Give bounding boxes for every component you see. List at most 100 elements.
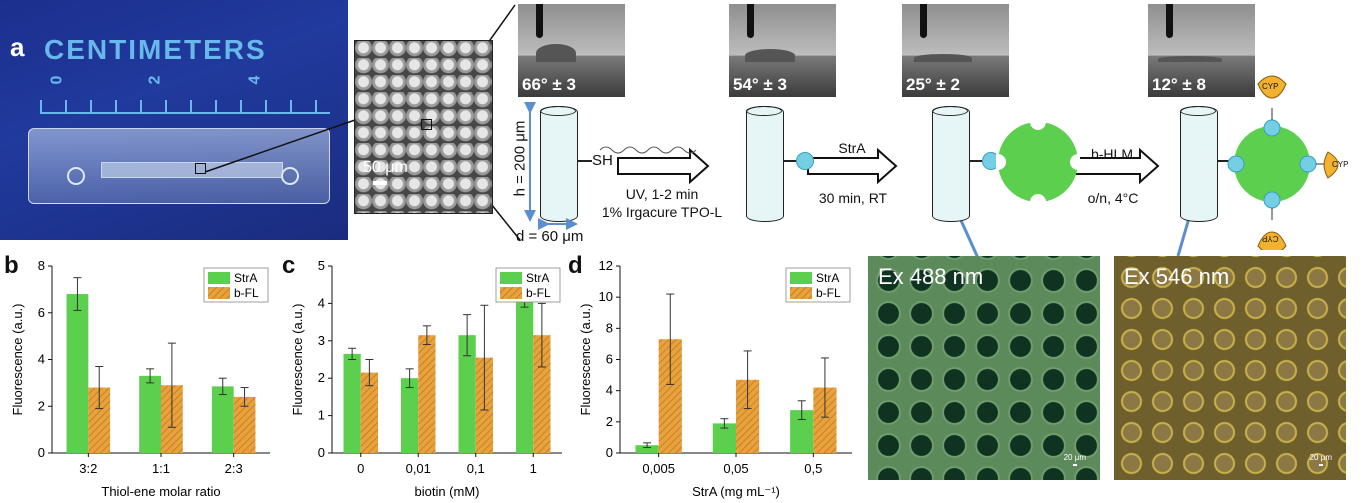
pillar-bare bbox=[540, 106, 578, 222]
legend-label: StrA bbox=[816, 271, 839, 285]
bar-bfl-3 bbox=[533, 335, 551, 453]
contact-angle-value-2: 54° ± 3 bbox=[733, 75, 787, 94]
y-tick-label: 2 bbox=[606, 414, 613, 429]
contact-angle-value-3: 25° ± 2 bbox=[906, 75, 960, 94]
legend-label: b-FL bbox=[526, 286, 551, 300]
y-tick-label: 4 bbox=[606, 383, 613, 398]
legend-swatch bbox=[790, 287, 812, 299]
bar-bfl-0 bbox=[360, 372, 378, 453]
step2-line0: StrA bbox=[838, 140, 866, 156]
y-axis-label: Fluorescence (a.u.) bbox=[290, 304, 305, 416]
inlet-port bbox=[67, 167, 85, 185]
contact-angle-image-1: 66° ± 3 bbox=[518, 4, 625, 97]
panel-letter-c: c bbox=[282, 252, 296, 279]
x-tick-label: 0,01 bbox=[406, 461, 431, 476]
y-tick-label: 8 bbox=[606, 320, 613, 335]
bar-bfl-2 bbox=[813, 387, 837, 453]
contact-angle-value-1: 66° ± 3 bbox=[522, 75, 576, 94]
bar-bfl-1 bbox=[736, 379, 760, 453]
y-tick-label: 0 bbox=[38, 445, 45, 460]
enzyme-complex bbox=[1227, 75, 1339, 250]
legend-label: StrA bbox=[526, 271, 549, 285]
x-axis-label: StrA (mg mL⁻¹) bbox=[692, 484, 780, 499]
ruler-scale bbox=[40, 100, 330, 114]
bar-stra-2 bbox=[211, 386, 234, 453]
x-tick-label: 0,05 bbox=[723, 461, 748, 476]
microfluidic-chip bbox=[28, 128, 330, 204]
step3-line1: o/n, 4°C bbox=[1087, 190, 1139, 206]
legend-swatch bbox=[208, 272, 230, 284]
bar-stra-1 bbox=[401, 378, 419, 453]
bar-stra-0 bbox=[635, 445, 659, 453]
bar-stra-1 bbox=[712, 423, 736, 453]
panel-letter-a: a bbox=[10, 32, 25, 62]
streptavidin-disc bbox=[996, 120, 1080, 204]
bar-bfl-1 bbox=[418, 335, 436, 453]
bar-stra-0 bbox=[343, 353, 361, 453]
y-tick-label: 10 bbox=[599, 289, 613, 304]
x-tick-label: 0 bbox=[357, 461, 364, 476]
ruler-title: CENTIMETERS bbox=[44, 34, 267, 65]
y-tick-label: 8 bbox=[38, 258, 45, 273]
x-tick-label: 0,1 bbox=[467, 461, 485, 476]
bar-stra-3 bbox=[516, 301, 534, 453]
fluorescence-label-546: Ex 546 nm bbox=[1124, 264, 1230, 289]
y-tick-label: 4 bbox=[38, 352, 45, 367]
chart-c: 0 1 2 3 4 5 0 0,01 0,1 1 biotin (mM) Fluorescence (… bbox=[290, 258, 562, 499]
x-tick-label: 0,005 bbox=[642, 461, 675, 476]
step1-line1: UV, 1-2 min bbox=[625, 186, 699, 202]
biotin-stub bbox=[784, 160, 796, 162]
chart-b: 0 2 4 6 8 3:2 1:1 2:3 Thiol-ene molar ratio Fluor… bbox=[10, 258, 270, 499]
bar-stra-2 bbox=[790, 410, 814, 453]
panel-letter-b: b bbox=[4, 252, 19, 279]
fluorescence-image-546: Ex 546 nm 20 μm bbox=[1114, 256, 1346, 480]
legend-label: b-FL bbox=[816, 286, 841, 300]
pillar-biotin bbox=[746, 106, 784, 222]
cyp-label-bottom: CYP bbox=[1262, 234, 1279, 243]
bar-bfl-0 bbox=[658, 339, 682, 453]
pillar-height-label: h = 200 μm bbox=[511, 120, 529, 197]
panel-letter-d: d bbox=[568, 252, 583, 279]
bar-stra-0 bbox=[66, 294, 89, 453]
x-tick-label: 3:2 bbox=[79, 461, 97, 476]
fluorescence-scale-546: 20 μm bbox=[1310, 453, 1332, 466]
y-tick-label: 0 bbox=[606, 445, 613, 460]
cyp-label-right: CYP bbox=[1332, 160, 1349, 169]
contact-angle-image-4: 12° ± 8 bbox=[1148, 4, 1255, 97]
sem-micrograph: 50 μm bbox=[354, 40, 493, 214]
step3-line0: b-HLM bbox=[1090, 146, 1133, 162]
legend-label: StrA bbox=[234, 271, 257, 285]
x-axis-label: Thiol-ene molar ratio bbox=[101, 484, 220, 499]
pillar-diameter-label: d = 60 μm bbox=[516, 228, 584, 245]
thiol-stub bbox=[578, 160, 592, 162]
fluorescence-image-488: Ex 488 nm 20 μm bbox=[868, 256, 1100, 480]
y-tick-label: 3 bbox=[318, 333, 325, 348]
y-tick-label: 2 bbox=[38, 398, 45, 413]
legend-label: b-FL bbox=[234, 286, 259, 300]
contact-angle-image-2: 54° ± 3 bbox=[729, 4, 836, 97]
sem-zoom-box bbox=[421, 119, 432, 130]
biotin-bead bbox=[796, 152, 814, 170]
fluorescence-scale-488: 20 μm bbox=[1064, 453, 1086, 466]
pillar-stra bbox=[932, 106, 970, 222]
bar-bfl-2 bbox=[233, 396, 256, 453]
y-axis-label: Fluorescence (a.u.) bbox=[10, 304, 25, 416]
bar-bfl-0 bbox=[88, 387, 111, 453]
step1-line2: 1% Irgacure TPO-L bbox=[601, 204, 723, 220]
contact-angle-image-3: 25° ± 2 bbox=[902, 4, 1009, 97]
chart-d: 0 2 4 6 8 10 12 0,005 0,05 0,5 StrA (mg mL⁻¹) Fluor… bbox=[578, 258, 852, 499]
stra-stub bbox=[970, 160, 982, 162]
contact-angle-value-4: 12° ± 8 bbox=[1152, 75, 1206, 94]
cyp-stub bbox=[1218, 160, 1230, 162]
legend-swatch bbox=[208, 287, 230, 299]
outlet-port bbox=[281, 167, 299, 185]
cyp-label-top: CYP bbox=[1262, 82, 1279, 91]
x-axis-label: biotin (mM) bbox=[414, 484, 479, 499]
y-tick-label: 5 bbox=[318, 258, 325, 273]
legend-swatch bbox=[790, 272, 812, 284]
y-tick-label: 12 bbox=[599, 258, 613, 273]
chip-photo: CENTIMETERS 0 2 4 bbox=[0, 0, 348, 240]
zoom-box bbox=[195, 163, 206, 174]
x-tick-label: 2:3 bbox=[225, 461, 243, 476]
x-tick-label: 0,5 bbox=[804, 461, 822, 476]
